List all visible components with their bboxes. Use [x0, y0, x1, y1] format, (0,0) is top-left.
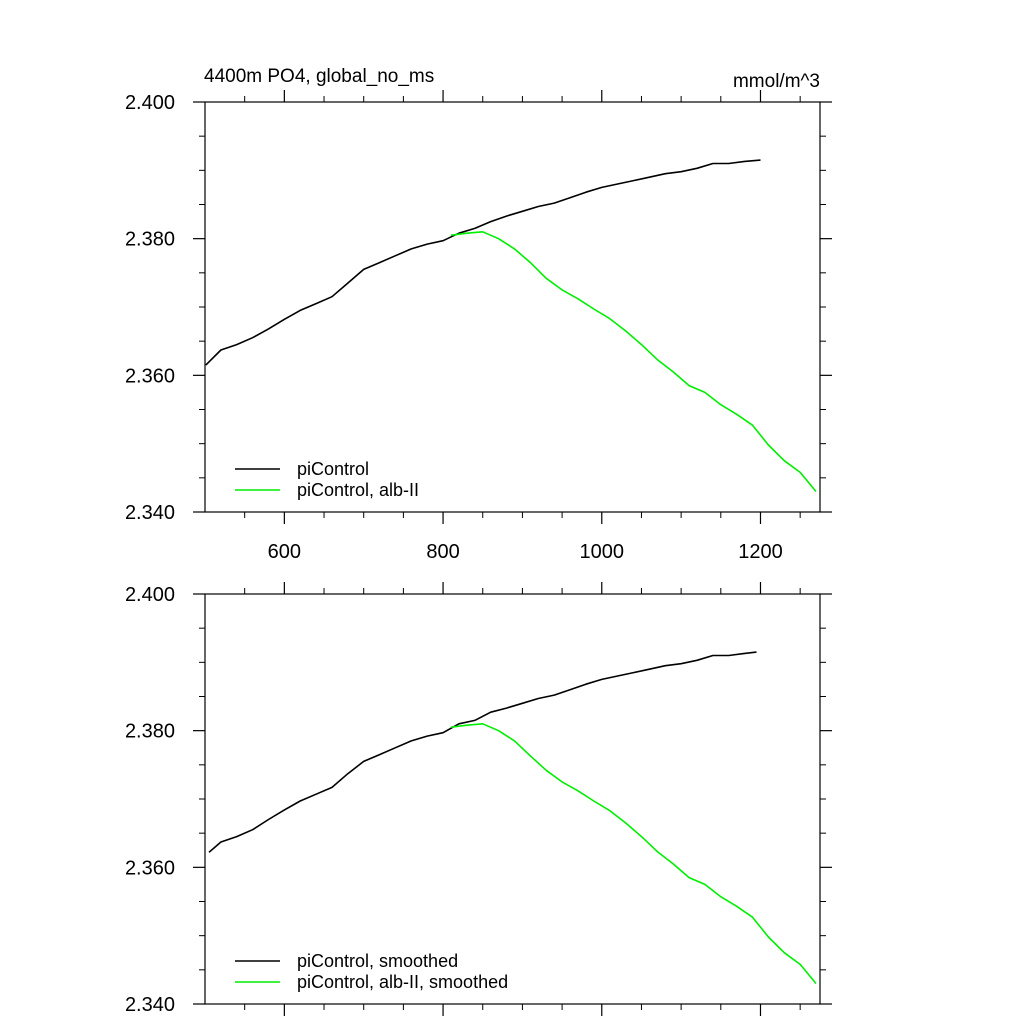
legend-label-0: piControl, smoothed — [297, 951, 458, 971]
legend-label-0: piControl — [297, 459, 369, 479]
x-tick-label: 1200 — [738, 541, 783, 563]
y-tick-label: 2.400 — [125, 584, 175, 606]
x-tick-label: 800 — [426, 541, 459, 563]
series-line-1 — [450, 722, 817, 985]
y-tick-label: 2.340 — [125, 994, 175, 1016]
series-line-0 — [208, 651, 757, 853]
y-tick-label: 2.340 — [125, 502, 175, 524]
x-tick-label: 1000 — [580, 541, 625, 563]
top-panel: 4400m PO4, global_no_ms mmol/m^3 2.340 2.… — [125, 66, 832, 563]
x-tick-label: 600 — [268, 541, 301, 563]
series-line-1 — [450, 231, 817, 493]
y-tick-label: 2.380 — [125, 721, 175, 743]
bottom-panel: 2.340 2.360 2.380 2.400 piControl, smoothedp… — [125, 582, 832, 1016]
legend-label-1: piControl, alb-II — [297, 480, 419, 500]
y-tick-label: 2.360 — [125, 857, 175, 879]
units-label: mmol/m^3 — [733, 71, 820, 92]
y-tick-label: 2.380 — [125, 229, 175, 251]
y-tick-label: 2.360 — [125, 365, 175, 387]
y-tick-label: 2.400 — [125, 92, 175, 114]
series-line-0 — [205, 159, 761, 366]
chart-title: 4400m PO4, global_no_ms — [204, 66, 434, 87]
legend-label-1: piControl, alb-II, smoothed — [297, 972, 508, 992]
